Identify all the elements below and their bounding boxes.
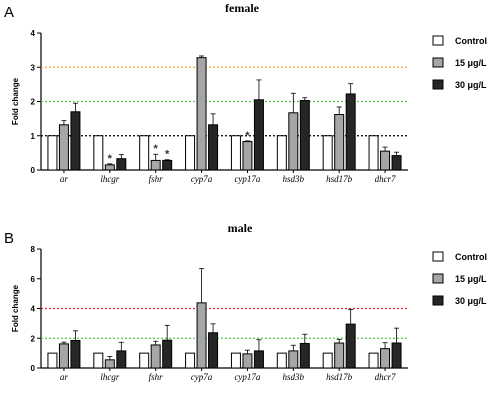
p2-bar <box>380 348 391 369</box>
p2-x-tick-label: hsd3b <box>283 372 305 382</box>
p1-y-tick-label: 4 <box>31 29 36 38</box>
p2-y-tick-label: 2 <box>31 334 36 343</box>
p2-y-axis-label: Fold change <box>11 284 20 332</box>
p1-x-tick-label: cyp17a <box>234 174 260 184</box>
p1-bar <box>93 135 104 171</box>
p1-bar <box>150 159 161 171</box>
p2-bar <box>242 353 253 369</box>
p2-y-tick-label: 4 <box>31 305 36 314</box>
p2-bar <box>58 343 69 369</box>
p2-bar <box>276 352 287 369</box>
p2-bar <box>150 344 161 369</box>
p2-legend-swatch <box>432 273 444 284</box>
p2-bar <box>288 350 299 369</box>
p2-x-tick-label: dhcr7 <box>375 372 396 382</box>
p1-bar <box>162 159 173 171</box>
p2-bar <box>139 352 150 369</box>
p2-bar <box>116 350 127 369</box>
p1-bar <box>185 135 196 171</box>
p2-bar <box>334 342 345 369</box>
p2-y-tick-label: 8 <box>31 245 36 254</box>
p1-y-tick-label: 2 <box>31 98 36 107</box>
p1-x-tick-label: dhcr7 <box>375 174 396 184</box>
p2-bar <box>70 339 81 369</box>
p1-significance-star: * <box>108 153 113 165</box>
p1-legend-swatch <box>432 35 444 46</box>
p1-bar <box>58 124 69 171</box>
p1-bar <box>368 135 379 171</box>
p1-y-axis-label: Fold change <box>11 77 20 125</box>
p2-x-tick-label: fshr <box>149 372 164 382</box>
p1-bar <box>230 135 241 171</box>
p2-bar <box>230 352 241 369</box>
p2-legend-label: 15 μg/L <box>455 274 487 284</box>
p2-bar <box>299 342 310 369</box>
p1-legend-swatch <box>432 57 444 68</box>
p2-bar <box>368 352 379 369</box>
p1-bar <box>47 135 58 171</box>
p2-x-tick-label: cyp17a <box>234 372 260 382</box>
p1-y-tick-label: 1 <box>31 132 36 141</box>
p2-bar <box>253 350 264 369</box>
p2-y-tick-label: 6 <box>31 275 36 284</box>
p2-legend-label: Control <box>455 252 487 262</box>
p2-bar <box>196 302 207 369</box>
p1-x-tick-label: hsd3b <box>283 174 305 184</box>
chart-title-male: male <box>228 221 253 235</box>
p1-legend-label: 15 μg/L <box>455 58 487 68</box>
p1-bar <box>196 57 207 171</box>
p2-bar <box>47 352 58 369</box>
p2-bar <box>345 323 356 369</box>
p1-legend-swatch <box>432 79 444 90</box>
p1-significance-star: * <box>245 130 250 142</box>
p2-legend-label: 30 μg/L <box>455 296 487 306</box>
p1-legend-label: Control <box>455 36 487 46</box>
panel-letter-b: B <box>4 230 14 247</box>
p1-bar <box>104 164 115 171</box>
p2-x-tick-label: lhcgr <box>100 372 119 382</box>
p1-bar <box>288 112 299 171</box>
p2-legend-swatch <box>432 251 444 262</box>
p1-bar <box>380 150 391 171</box>
p1-bar <box>116 158 127 171</box>
p2-legend-swatch <box>432 295 444 306</box>
p2-bar <box>93 352 104 369</box>
p1-y-tick-label: 3 <box>31 63 36 72</box>
p2-bar <box>162 339 173 369</box>
p1-bar <box>322 135 333 171</box>
p2-bar <box>104 359 115 369</box>
p1-bar <box>276 135 287 171</box>
p1-bar <box>208 124 219 171</box>
p2-bar <box>208 332 219 369</box>
p1-x-tick-label: fshr <box>149 174 164 184</box>
p1-significance-star: * <box>154 143 159 155</box>
p1-x-tick-label: ar <box>60 174 69 184</box>
p1-x-tick-label: lhcgr <box>100 174 119 184</box>
p2-x-tick-label: ar <box>60 372 69 382</box>
panel-letter-a: A <box>4 4 14 21</box>
p2-x-tick-label: cyp7a <box>191 372 213 382</box>
p2-bar <box>322 352 333 369</box>
p1-x-tick-label: cyp7a <box>191 174 213 184</box>
p1-bar <box>242 141 253 171</box>
p1-bar <box>345 93 356 171</box>
p1-bar <box>139 135 150 171</box>
p1-legend-label: 30 μg/L <box>455 80 487 90</box>
chart-title-female: female <box>225 1 260 15</box>
p2-bar <box>391 342 402 369</box>
p1-bar <box>253 99 264 171</box>
p1-bar <box>299 99 310 171</box>
p1-bar <box>70 111 81 171</box>
p1-y-tick-label: 0 <box>31 166 36 175</box>
p1-x-tick-label: hsd17b <box>326 174 353 184</box>
p2-y-tick-label: 0 <box>31 364 36 373</box>
p1-bar <box>334 114 345 171</box>
p1-significance-star: * <box>165 149 170 161</box>
p2-x-tick-label: hsd17b <box>326 372 353 382</box>
p1-bar <box>391 155 402 171</box>
p2-bar <box>185 352 196 369</box>
